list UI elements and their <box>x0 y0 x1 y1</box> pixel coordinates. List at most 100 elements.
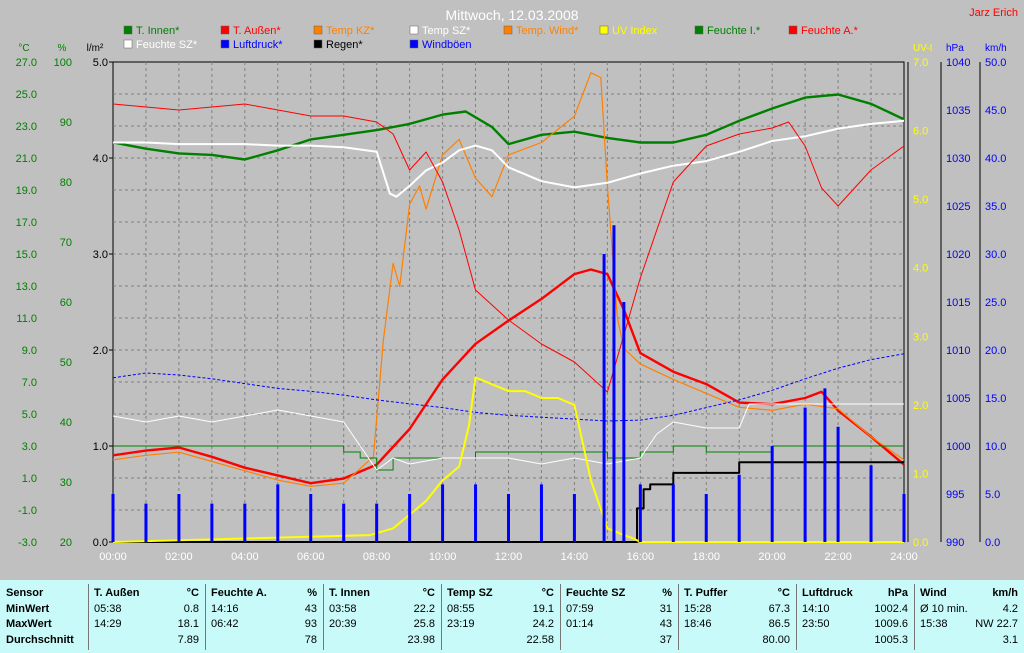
tick-label-uv: 5.0 <box>913 194 928 206</box>
stats-min-value: 0.8 <box>183 603 199 615</box>
tick-label-pressure: 1005 <box>946 393 970 405</box>
chart-title: Mittwoch, 12.03.2008 <box>445 7 578 23</box>
legend-label: Temp KZ* <box>326 25 375 37</box>
tick-label-wind: 25.0 <box>985 297 1006 309</box>
stats-sensor-unit: °C <box>422 587 435 599</box>
tick-label-wind: 20.0 <box>985 345 1006 357</box>
axis-unit-temp: °C <box>18 43 29 54</box>
tick-label-time: 14:00 <box>561 551 589 563</box>
stats-min-value: 31 <box>659 603 672 615</box>
legend-swatch <box>694 25 704 35</box>
stats-column: Feuchte A.% 14:16 43 06:42 93 78 <box>205 580 323 653</box>
tick-label-time: 06:00 <box>297 551 325 563</box>
tick-label-wind: 45.0 <box>985 105 1006 117</box>
legend-swatch <box>599 25 609 35</box>
tick-label-rain: 1.0 <box>93 441 108 453</box>
tick-label-pressure: 1035 <box>946 105 970 117</box>
tick-label-pressure: 995 <box>946 489 964 501</box>
statistics-panel: Sensor MinWert MaxWert Durchschnitt T. A… <box>0 580 1024 653</box>
stats-min-time: 14:16 <box>211 603 239 615</box>
tick-label-temp: 11.0 <box>16 313 37 325</box>
tick-label-pressure: 1025 <box>946 201 970 213</box>
tick-label-pressure: 1030 <box>946 153 970 165</box>
stats-min-time: 08:55 <box>447 603 475 615</box>
tick-label-time: 24:00 <box>890 551 918 563</box>
series-feuchte-sz <box>112 403 904 471</box>
legend-swatch <box>123 39 133 49</box>
stats-sensor-unit: °C <box>541 587 554 599</box>
legend-label: Feuchte I.* <box>707 25 761 37</box>
stats-max-time: 15:38 <box>920 618 948 630</box>
tick-label-temp: 7.0 <box>22 377 37 389</box>
stats-min-time: 15:28 <box>684 603 712 615</box>
tick-label-temp: 17.0 <box>16 217 37 229</box>
stats-divider <box>205 584 206 650</box>
legend-entry: T. Außen* <box>220 25 281 37</box>
legend-label: Windböen <box>422 39 472 51</box>
tick-label-rain: 3.0 <box>93 249 108 261</box>
stats-sensor-name: Luftdruck <box>802 587 853 599</box>
tick-label-temp: 5.0 <box>22 409 37 421</box>
stats-sensor-unit: °C <box>777 587 790 599</box>
legend-label: Regen* <box>326 39 363 51</box>
tick-label-temp: 15.0 <box>16 249 37 261</box>
legend-label: Temp SZ* <box>422 25 471 37</box>
tick-label-temp: -1.0 <box>18 505 37 517</box>
tick-label-wind: 40.0 <box>985 153 1006 165</box>
stats-min-time: Ø 10 min. <box>920 603 968 615</box>
stats-min-value: 1002.4 <box>874 603 908 615</box>
series-temp-kz <box>112 72 905 487</box>
stats-min-value: 67.3 <box>768 603 790 615</box>
tick-label-wind: 50.0 <box>985 57 1006 69</box>
stats-max-time: 01:14 <box>566 618 594 630</box>
tick-label-pressure: 1010 <box>946 345 970 357</box>
tick-label-wind: 10.0 <box>985 441 1006 453</box>
legend-entry: Temp SZ* <box>409 25 471 37</box>
tick-label-temp: 25.0 <box>16 89 37 101</box>
stats-column: T. Innen °C 03:58 22.2 20:39 25.8 23.98 <box>323 580 441 653</box>
stats-max-value: 43 <box>659 618 672 630</box>
tick-label-time: 04:00 <box>231 551 259 563</box>
stats-column: T. Außen °C 05:38 0.8 14:29 18.1 7.89 <box>88 580 205 653</box>
stats-avg-value: 22.58 <box>526 634 554 646</box>
tick-label-temp: 9.0 <box>22 345 37 357</box>
tick-label-humidity: 20 <box>60 537 72 549</box>
stats-min-label: MinWert <box>6 603 50 615</box>
stats-min-time: 14:10 <box>802 603 830 615</box>
tick-label-wind: 5.0 <box>985 489 1000 501</box>
tick-label-humidity: 40 <box>60 417 72 429</box>
author-label: Jarz Erich <box>969 7 1018 19</box>
series-t-innen <box>112 93 905 161</box>
series-feuchte-a <box>112 103 905 393</box>
stats-divider <box>560 584 561 650</box>
tick-label-humidity: 80 <box>60 177 72 189</box>
tick-label-rain: 5.0 <box>93 57 108 69</box>
tick-label-humidity: 100 <box>54 57 72 69</box>
stats-column: Feuchte SZ% 07:59 31 01:14 43 37 <box>560 580 678 653</box>
stats-max-time: 23:50 <box>802 618 830 630</box>
tick-label-pressure: 1000 <box>946 441 970 453</box>
stats-max-value: 18.1 <box>177 618 199 630</box>
stats-sensor-name: Feuchte SZ <box>566 587 626 599</box>
series-regen <box>113 461 904 543</box>
legend-swatch <box>123 25 133 35</box>
legend-label: UV Index <box>612 25 658 37</box>
legend-swatch <box>313 39 323 49</box>
stats-column: Temp SZ °C 08:55 19.1 23:19 24.2 22.58 <box>441 580 560 653</box>
stats-max-value: NW 22.7 <box>975 618 1018 630</box>
weather-chart: Mittwoch, 12.03.2008 Jarz Erich T. Innen… <box>15 7 1018 563</box>
stats-divider <box>88 584 89 650</box>
axis-unit-humidity: % <box>58 43 67 54</box>
tick-label-temp: -3.0 <box>18 537 37 549</box>
stats-max-value: 25.8 <box>413 618 435 630</box>
tick-label-pressure: 1020 <box>946 249 970 261</box>
stats-column: Wind km/h Ø 10 min. 4.2 15:38 NW 22.7 3.1 <box>914 580 1024 653</box>
legend-entry: Regen* <box>313 39 363 51</box>
tick-label-uv: 1.0 <box>913 468 928 480</box>
stats-sensor-name: Feuchte A. <box>211 587 267 599</box>
stats-sensor-unit: % <box>307 587 317 599</box>
tick-label-rain: 0.0 <box>93 537 108 549</box>
tick-label-uv: 4.0 <box>913 263 928 275</box>
tick-label-time: 20:00 <box>758 551 786 563</box>
legend-label: Luftdruck* <box>233 39 283 51</box>
